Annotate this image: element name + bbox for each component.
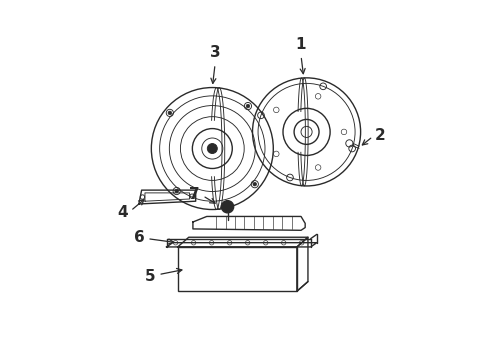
Bar (178, 247, 297, 291)
Circle shape (253, 183, 257, 186)
Circle shape (207, 144, 217, 153)
Circle shape (175, 189, 178, 193)
Text: 7: 7 (189, 187, 200, 202)
Text: 1: 1 (296, 36, 306, 51)
Text: 5: 5 (145, 269, 155, 284)
Text: 6: 6 (134, 230, 145, 245)
Text: 2: 2 (374, 127, 385, 143)
Circle shape (168, 111, 172, 115)
Circle shape (221, 201, 234, 213)
Text: 3: 3 (210, 45, 220, 60)
Circle shape (246, 104, 250, 108)
Text: 4: 4 (117, 205, 128, 220)
